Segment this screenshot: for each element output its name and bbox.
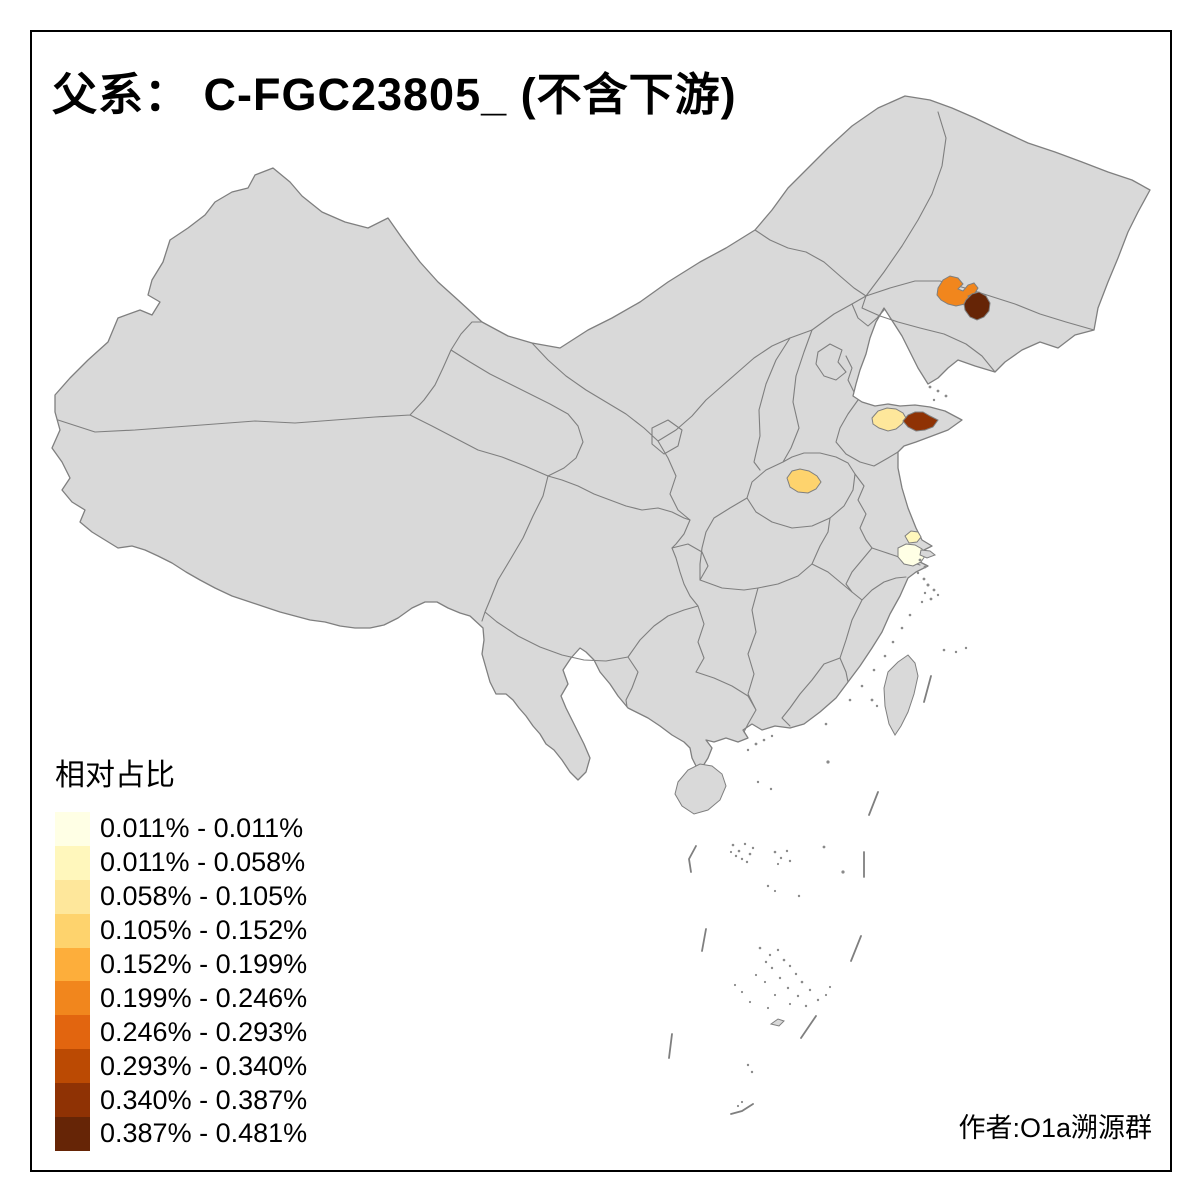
legend-swatch (55, 947, 90, 982)
legend-label: 0.387% - 0.481% (100, 1118, 308, 1149)
legend-label: 0.152% - 0.199% (100, 949, 308, 979)
legend-rows: 0.011% - 0.011% 0.011% - 0.058% 0.058% -… (55, 812, 307, 1151)
legend-title: 相对占比 (55, 759, 175, 792)
province-borders-north (531, 295, 867, 521)
chongming-island (919, 549, 936, 559)
legend-row: 0.105% - 0.152% (55, 913, 308, 948)
small-islands (729, 385, 968, 1108)
legend-label: 0.105% - 0.152% (100, 915, 308, 946)
legend-swatch (55, 845, 90, 880)
legend-swatch (55, 1049, 90, 1084)
legend-row: 0.011% - 0.011% (55, 812, 307, 846)
legend-row: 0.293% - 0.340% (55, 1049, 308, 1084)
region-jiangsu-upper (904, 530, 922, 544)
legend-swatch (55, 1015, 90, 1050)
legend-row: 0.058% - 0.105% (55, 879, 308, 914)
legend-swatch (55, 879, 90, 914)
legend-swatch (55, 1083, 90, 1118)
region-jiangsu-lower (897, 543, 926, 567)
plot-title: 父系： C-FGC23805_ (不含下游) (52, 69, 737, 120)
legend-row: 0.246% - 0.293% (55, 1015, 308, 1050)
legend-row: 0.011% - 0.058% (55, 845, 307, 880)
legend-label: 0.011% - 0.058% (100, 847, 306, 878)
mainland-china (51, 95, 1151, 781)
attribution: 作者:O1a溯源群 (958, 1113, 1152, 1143)
legend-row: 0.152% - 0.199% (55, 947, 308, 982)
map-layers (51, 95, 1151, 1115)
taiwan-island (883, 654, 919, 736)
nine-dash-line (668, 675, 932, 1115)
itu-aba-island (769, 1018, 785, 1027)
hainan-island (674, 763, 727, 815)
legend-row: 0.340% - 0.387% (55, 1083, 308, 1118)
legend: 相对占比 0.011% - 0.011% 0.011% - 0.058% 0.0… (55, 750, 307, 1151)
region-shandong-east (902, 411, 939, 432)
legend-label: 0.199% - 0.246% (100, 982, 308, 1013)
region-jilin-east (963, 291, 991, 321)
province-borders-west (57, 321, 584, 623)
legend-row: 0.387% - 0.481% (55, 1117, 307, 1151)
legend-swatch (55, 913, 90, 948)
legend-label: 0.293% - 0.340% (100, 1050, 308, 1081)
legend-label: 0.058% - 0.105% (100, 881, 308, 912)
region-henan-central (786, 468, 822, 494)
province-borders-shanxi-henan (746, 329, 856, 529)
legend-row: 0.199% - 0.246% (55, 981, 308, 1016)
legend-label: 0.246% - 0.293% (100, 1016, 308, 1047)
legend-swatch (55, 981, 90, 1016)
legend-label: 0.340% - 0.387% (100, 1084, 308, 1115)
province-borders-southwest (496, 547, 759, 733)
legend-label: 0.011% - 0.011% (100, 813, 304, 844)
legend-swatch (55, 1117, 90, 1151)
legend-swatch (55, 812, 90, 846)
